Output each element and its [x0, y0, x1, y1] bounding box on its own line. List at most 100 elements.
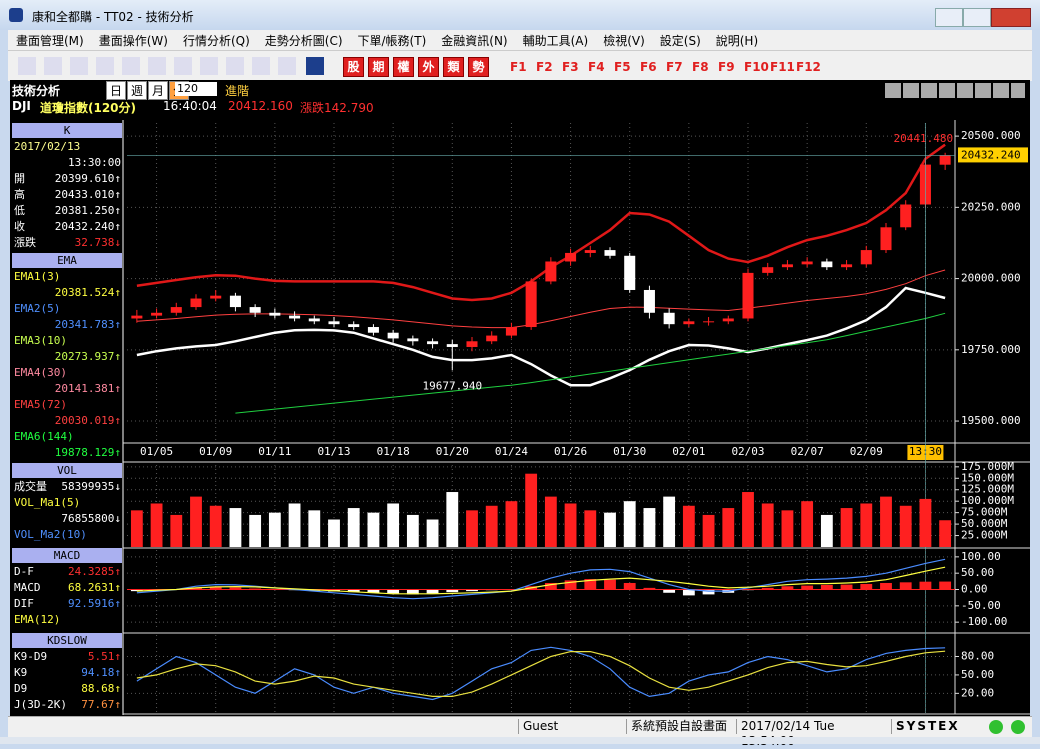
menu-item[interactable]: 畫面管理(M) — [16, 33, 84, 48]
function-key[interactable]: F2 — [536, 60, 553, 74]
market-button[interactable]: 勢 — [468, 57, 489, 77]
period-button[interactable]: 週 — [127, 81, 148, 100]
volume-bar — [150, 503, 163, 547]
volume-bar — [347, 508, 360, 547]
y-tick-label: 175.000M — [961, 460, 1014, 473]
volume-bar — [939, 520, 952, 547]
market-button[interactable]: 期 — [368, 57, 389, 77]
x-tick-label: 01/26 — [554, 445, 587, 458]
tool-icons[interactable] — [18, 57, 298, 75]
quote-time: 16:40:04 — [163, 99, 217, 113]
user: Guest — [518, 719, 623, 734]
y-tick-label: 0.00 — [961, 583, 988, 596]
candle-body — [900, 204, 912, 228]
tool-icon[interactable] — [306, 57, 324, 75]
window-title: 康和全都購 - TT02 - 技術分析 — [32, 10, 194, 24]
candle-body — [525, 281, 537, 328]
menu-item[interactable]: 畫面操作(W) — [98, 33, 168, 48]
candle-body — [565, 252, 577, 262]
market-button[interactable]: 外 — [418, 57, 439, 77]
histogram-bar — [919, 581, 932, 590]
advanced-button[interactable]: 進階 — [225, 84, 250, 98]
y-tick-label: 20500.000 — [961, 129, 1021, 142]
indicator-value: 77.67↑ — [81, 698, 121, 711]
candle-body — [308, 318, 320, 322]
quote-price: 20412.160 — [228, 99, 293, 113]
function-key[interactable]: F9 — [718, 60, 735, 74]
restore-button[interactable] — [963, 8, 991, 27]
histogram-bar — [643, 587, 656, 590]
function-key[interactable]: F7 — [666, 60, 683, 74]
x-tick-label: 02/07 — [791, 445, 824, 458]
histogram-bar — [860, 583, 873, 590]
indicator-label: VOL_Ma2(10) — [14, 528, 87, 541]
indicator-value: 94.18↑ — [81, 666, 121, 679]
taskbar — [0, 737, 1040, 744]
menu-item[interactable]: 設定(S) — [659, 33, 701, 48]
histogram-bar — [209, 586, 222, 590]
indicator-label: K9 — [14, 666, 27, 679]
x-tick-label: 02/01 — [672, 445, 705, 458]
menu-item[interactable]: 說明(H) — [715, 33, 759, 48]
menu-item[interactable]: 行情分析(Q) — [182, 33, 250, 48]
histogram-bar — [466, 589, 478, 592]
market-button[interactable]: 權 — [393, 57, 414, 77]
function-key[interactable]: F8 — [692, 60, 709, 74]
menu-item[interactable]: 下單/帳務(T) — [357, 33, 427, 48]
function-key[interactable]: F6 — [640, 60, 657, 74]
indicator-label: MACD — [14, 581, 41, 594]
x-tick-label: 01/18 — [377, 445, 410, 458]
y-tick-label: -50.00 — [961, 599, 1001, 612]
candle-body — [742, 272, 754, 319]
y-tick-label: 25.000M — [961, 529, 1008, 542]
y-tick-label: 100.000M — [961, 494, 1014, 507]
indicator-value: 5.51↑ — [88, 650, 121, 663]
candle-body — [939, 155, 951, 165]
high-label: 20441.480 — [894, 132, 954, 145]
histogram-bar — [880, 582, 892, 590]
menu-item[interactable]: 走勢分析圖(C) — [264, 33, 343, 48]
function-key[interactable]: F5 — [614, 60, 631, 74]
market-button[interactable]: 股 — [343, 57, 364, 77]
close-button[interactable] — [991, 8, 1031, 27]
indicator-value: 20341.783↑ — [55, 318, 121, 331]
overlay-line — [235, 312, 946, 414]
market-button[interactable]: 類 — [443, 57, 464, 77]
section-header — [12, 123, 122, 138]
candle-body — [407, 338, 419, 342]
volume-bar — [426, 519, 439, 547]
function-key[interactable]: F4 — [588, 60, 605, 74]
period-button[interactable]: 日 — [106, 81, 127, 100]
volume-bar — [229, 508, 242, 547]
menu-item[interactable]: 金融資訊(N) — [441, 33, 508, 48]
function-key[interactable]: F1 — [510, 60, 527, 74]
chart-tools[interactable] — [885, 83, 1025, 98]
candle-body — [801, 261, 813, 265]
minimize-button[interactable] — [935, 8, 963, 27]
function-key[interactable]: F11 — [770, 60, 795, 74]
y-tick-label: 20.00 — [961, 686, 994, 699]
indicator-value: 20273.937↑ — [55, 350, 121, 363]
candle-body — [348, 324, 360, 328]
chart-background — [10, 120, 1030, 716]
function-key[interactable]: F3 — [562, 60, 579, 74]
candle-body — [466, 341, 478, 347]
period-button[interactable]: 月 — [148, 81, 169, 100]
candle-body — [170, 307, 182, 313]
function-key[interactable]: F10 — [744, 60, 769, 74]
datetime: 2017/02/14 Tue 13:54:00 — [736, 719, 891, 748]
menu-item[interactable]: 輔助工具(A) — [522, 33, 589, 48]
menu-item[interactable]: 檢視(V) — [603, 33, 645, 48]
volume-bar — [328, 519, 340, 547]
toolbar: 股期權外類勢 F1 F2 F3 F4 F5 F6 F7 F8 F9 F10 F11 F12 — [8, 50, 1032, 81]
count-select[interactable]: 120 — [175, 82, 217, 96]
histogram-bar — [564, 580, 577, 590]
section-header — [12, 548, 122, 563]
function-key[interactable]: F12 — [796, 60, 821, 74]
section-title: K — [64, 124, 71, 137]
candle-body — [190, 298, 202, 308]
volume-bar — [899, 505, 912, 547]
candle-body — [367, 327, 379, 333]
histogram-bar — [663, 589, 676, 593]
indicator-label: EMA5(72) — [14, 398, 67, 411]
